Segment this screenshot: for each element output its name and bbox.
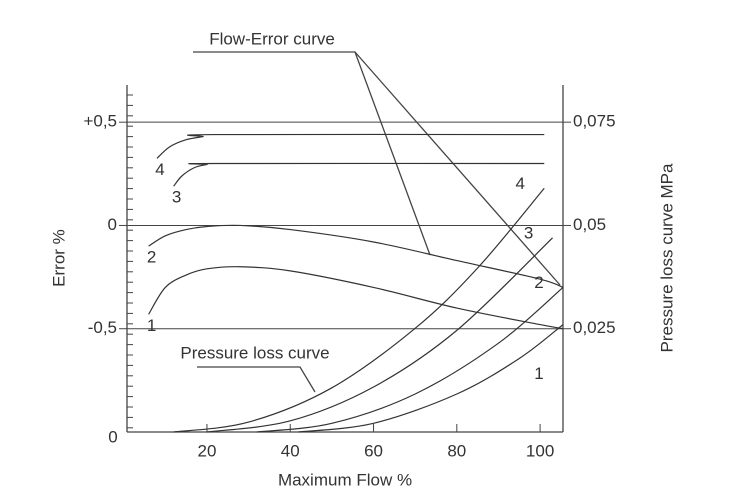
curve xyxy=(156,133,545,159)
leader-line xyxy=(193,51,431,256)
leader-line xyxy=(354,51,561,286)
y2-tick-label: 0,075 xyxy=(573,112,616,131)
curve xyxy=(298,324,564,433)
curve-label: 2 xyxy=(534,273,543,292)
curve xyxy=(148,224,564,288)
curve xyxy=(173,187,545,433)
x-tick-label: 20 xyxy=(197,441,216,460)
curve xyxy=(173,162,545,187)
curve xyxy=(256,286,564,433)
y2-axis-label: Pressure loss curve MPa xyxy=(657,163,676,352)
curve-label: 4 xyxy=(155,160,164,179)
curve-label: 4 xyxy=(516,174,525,193)
curve xyxy=(148,266,564,330)
x-tick-label: 60 xyxy=(364,441,383,460)
y-tick-label: 0 xyxy=(108,215,117,234)
annotation: Pressure loss curve xyxy=(180,343,329,362)
x-tick-label: 0 xyxy=(108,427,117,446)
y2-tick-label: 0,025 xyxy=(573,318,616,337)
curve-label: 1 xyxy=(534,364,543,383)
curve-label: 2 xyxy=(147,248,156,267)
y-axis-label: Error % xyxy=(49,229,68,287)
curve-label: 3 xyxy=(524,223,533,242)
y-tick-label: +0,5 xyxy=(83,112,117,131)
x-tick-label: 80 xyxy=(447,441,466,460)
x-tick-label: 100 xyxy=(526,441,554,460)
curve xyxy=(206,237,554,433)
curve-label: 1 xyxy=(147,316,156,335)
y2-tick-label: 0,05 xyxy=(573,215,606,234)
curve-label: 3 xyxy=(172,188,181,207)
annotation: Flow-Error curve xyxy=(209,29,335,48)
x-axis-label: Maximum Flow % xyxy=(278,470,412,489)
x-tick-label: 40 xyxy=(281,441,300,460)
leader-line xyxy=(197,366,316,393)
y-tick-label: -0,5 xyxy=(88,318,117,337)
